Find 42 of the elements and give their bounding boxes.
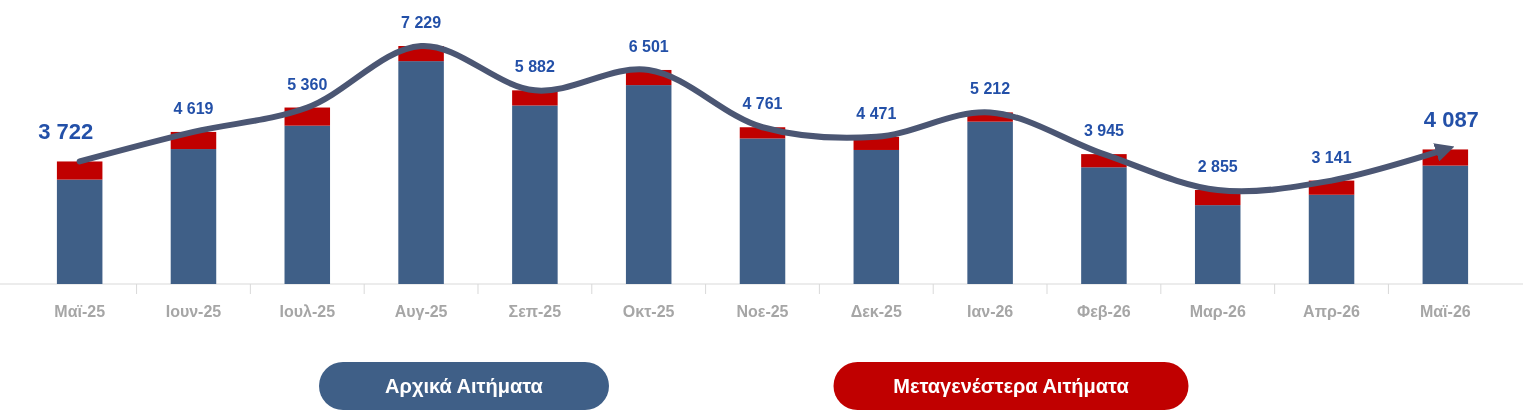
data-label: 4 619	[173, 99, 214, 117]
bar	[739, 138, 786, 284]
x-tick-label: Σεπ-25	[508, 303, 562, 320]
bar	[398, 61, 444, 284]
x-tick-label: Ιαν-26	[966, 303, 1014, 320]
bar	[1194, 205, 1241, 284]
bar	[625, 85, 672, 284]
x-tick-label: Φεβ-26	[1077, 303, 1131, 320]
bar	[1308, 194, 1355, 284]
data-label: 4 087	[1423, 107, 1479, 133]
data-label: 3 945	[1083, 122, 1125, 140]
text: Αρχικά Αιτήματα	[385, 375, 544, 397]
data-label: 3 141	[1311, 148, 1352, 166]
bar	[1081, 167, 1127, 284]
data-label: 2 855	[1197, 158, 1238, 175]
data-label: 7 229	[401, 14, 442, 31]
x-tick-label: Ιουλ-25	[279, 303, 336, 320]
x-tick-label: Οκτ-25	[622, 303, 675, 320]
x-tick-label: Νοε-25	[736, 303, 789, 320]
data-label: 3 722	[38, 119, 94, 145]
bar	[853, 149, 900, 284]
bar	[170, 149, 217, 284]
bar	[512, 105, 558, 284]
data-label: 6 501	[628, 37, 669, 55]
data-label: 4 761	[742, 95, 783, 113]
x-tick-label: Απρ-26	[1303, 303, 1361, 320]
bar	[967, 121, 1013, 284]
x-tick-label: Ιουν-25	[165, 303, 222, 320]
bar	[56, 179, 103, 284]
data-label: 5 212	[970, 80, 1011, 98]
bar	[56, 161, 103, 180]
data-label: 5 882	[514, 58, 556, 76]
text: Μεταγενέστερα Αιτήματα	[893, 375, 1130, 397]
bar	[284, 125, 331, 284]
data-label: 4 471	[856, 104, 897, 122]
bar	[1422, 165, 1469, 284]
data-label: 5 360	[287, 75, 328, 93]
x-tick-label: Μαϊ-25	[54, 303, 106, 320]
x-tick-label: Αυγ-25	[394, 303, 448, 320]
x-tick-label: Μαρ-26	[1189, 303, 1246, 320]
x-tick-label: Δεκ-25	[850, 303, 902, 320]
x-tick-label: Μαϊ-26	[1419, 303, 1471, 320]
